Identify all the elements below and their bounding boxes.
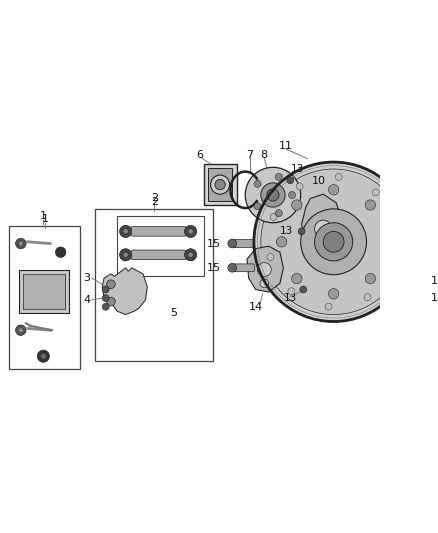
Circle shape	[37, 350, 49, 362]
Circle shape	[123, 229, 128, 234]
Text: 14: 14	[248, 302, 263, 312]
Circle shape	[228, 239, 237, 248]
Circle shape	[276, 173, 283, 180]
Circle shape	[364, 294, 371, 301]
Circle shape	[325, 303, 332, 310]
Text: 4: 4	[83, 295, 90, 305]
Circle shape	[292, 200, 302, 210]
Circle shape	[254, 203, 261, 209]
Circle shape	[120, 249, 132, 261]
Circle shape	[40, 353, 46, 359]
Circle shape	[102, 303, 109, 310]
Circle shape	[287, 177, 294, 184]
Circle shape	[102, 286, 109, 293]
Text: 2: 2	[151, 197, 158, 207]
Circle shape	[365, 200, 375, 210]
Circle shape	[120, 225, 132, 238]
Polygon shape	[102, 268, 147, 314]
Circle shape	[106, 297, 115, 306]
Text: 15: 15	[207, 239, 221, 248]
Circle shape	[261, 169, 406, 314]
FancyBboxPatch shape	[131, 227, 186, 236]
Circle shape	[16, 238, 26, 249]
Circle shape	[184, 249, 197, 261]
FancyBboxPatch shape	[233, 240, 254, 247]
Circle shape	[215, 180, 225, 190]
Circle shape	[228, 263, 237, 272]
Circle shape	[288, 288, 295, 295]
Circle shape	[18, 328, 23, 333]
Circle shape	[16, 325, 26, 335]
Circle shape	[267, 189, 279, 201]
Circle shape	[245, 167, 300, 223]
Circle shape	[123, 252, 128, 257]
Text: 12: 12	[431, 293, 438, 303]
Bar	[204, 164, 237, 205]
Circle shape	[314, 223, 353, 261]
Circle shape	[335, 174, 342, 181]
Circle shape	[365, 273, 375, 284]
Circle shape	[393, 223, 400, 230]
Text: 1: 1	[40, 211, 47, 221]
Circle shape	[372, 189, 379, 196]
Text: 6: 6	[196, 150, 203, 160]
Circle shape	[276, 237, 287, 247]
Circle shape	[267, 254, 274, 261]
Circle shape	[254, 162, 413, 321]
Circle shape	[390, 263, 397, 270]
Text: 5: 5	[170, 308, 177, 318]
Circle shape	[106, 280, 115, 288]
Text: 2: 2	[151, 193, 158, 204]
Circle shape	[188, 229, 193, 234]
Circle shape	[184, 225, 197, 238]
Circle shape	[56, 247, 66, 257]
Bar	[95, 209, 213, 360]
Circle shape	[211, 175, 230, 194]
Text: 11: 11	[279, 141, 293, 151]
Circle shape	[261, 183, 285, 207]
Circle shape	[258, 263, 271, 277]
Circle shape	[314, 220, 332, 238]
Circle shape	[416, 277, 424, 285]
Circle shape	[323, 231, 344, 252]
Text: 7: 7	[246, 150, 253, 160]
Circle shape	[188, 252, 193, 257]
Bar	[208, 168, 232, 201]
Text: 13: 13	[290, 164, 304, 174]
Circle shape	[254, 180, 261, 187]
Circle shape	[270, 214, 277, 221]
Circle shape	[296, 183, 303, 190]
Polygon shape	[247, 246, 283, 292]
Text: 15: 15	[207, 263, 221, 273]
FancyBboxPatch shape	[233, 264, 254, 272]
Text: 10: 10	[312, 176, 326, 186]
Circle shape	[416, 294, 424, 302]
Text: 13: 13	[279, 227, 293, 237]
FancyBboxPatch shape	[131, 250, 186, 260]
Circle shape	[289, 191, 296, 198]
Text: 12: 12	[431, 276, 438, 286]
Polygon shape	[301, 194, 341, 261]
Text: 1: 1	[42, 214, 49, 224]
Circle shape	[381, 237, 391, 247]
Circle shape	[298, 228, 305, 235]
Circle shape	[102, 295, 109, 302]
Circle shape	[318, 241, 328, 252]
Polygon shape	[19, 270, 69, 313]
Circle shape	[300, 286, 307, 293]
Circle shape	[18, 241, 23, 246]
Text: 13: 13	[284, 293, 297, 303]
Circle shape	[260, 279, 268, 288]
Text: 8: 8	[261, 150, 268, 160]
Polygon shape	[23, 274, 65, 309]
Bar	[9, 226, 80, 369]
Circle shape	[328, 184, 339, 195]
Text: 3: 3	[83, 273, 90, 283]
Circle shape	[328, 288, 339, 299]
Circle shape	[276, 209, 283, 216]
Circle shape	[300, 209, 367, 274]
Bar	[117, 216, 204, 277]
Circle shape	[292, 273, 302, 284]
